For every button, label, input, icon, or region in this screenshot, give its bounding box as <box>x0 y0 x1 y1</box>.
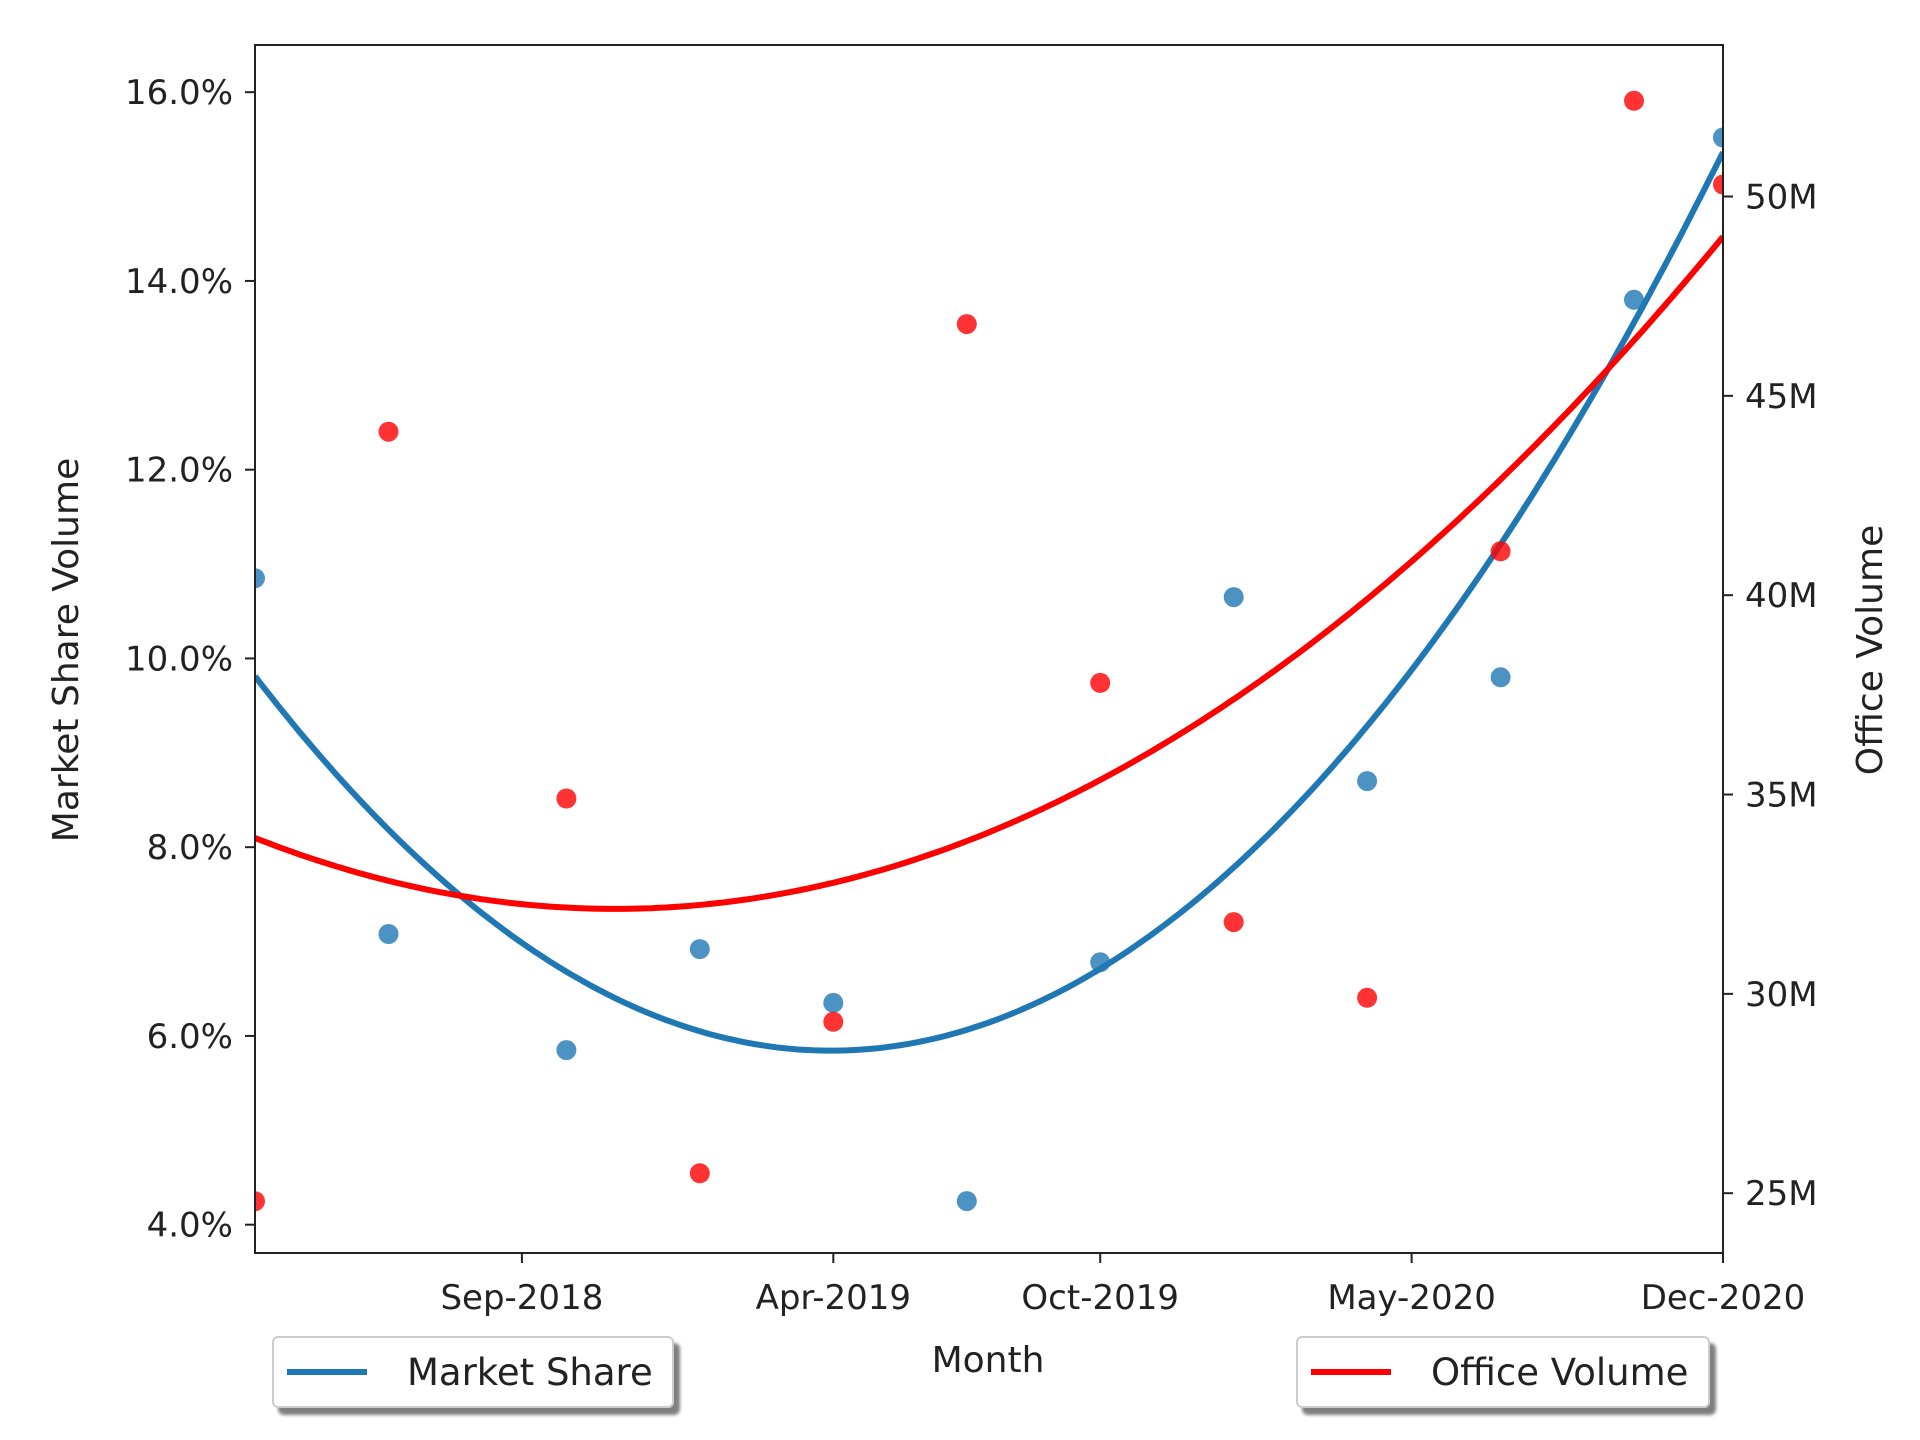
trend-line-market-share <box>255 150 1723 1054</box>
legend-office-volume: Office Volume <box>1296 1336 1710 1408</box>
data-point <box>823 1011 844 1032</box>
x-tick-label: Oct-2019 <box>1021 1278 1179 1318</box>
data-point <box>1624 90 1644 111</box>
y-left-tick-label: 4.0% <box>147 1206 233 1246</box>
data-point <box>378 421 399 442</box>
data-point <box>1090 952 1111 973</box>
x-tick-label: Dec-2020 <box>1641 1278 1806 1318</box>
data-point <box>556 1040 577 1061</box>
data-point <box>1624 289 1644 310</box>
y-right-tick-label: 25M <box>1745 1174 1818 1214</box>
data-point <box>378 924 399 944</box>
data-point <box>689 1163 710 1184</box>
data-point <box>1357 987 1378 1008</box>
data-point <box>956 1191 977 1212</box>
y-right-tick-label: 30M <box>1745 975 1818 1015</box>
y-right-axis-label: Office Volume <box>1850 525 1891 775</box>
series-office-volume <box>255 90 1723 1212</box>
y-left-tick-label: 16.0% <box>125 73 233 113</box>
data-point <box>1713 174 1723 195</box>
y-left-axis-label: Market Share Volume <box>46 458 87 842</box>
legend-box <box>1296 1336 1710 1408</box>
y-right-tick-label: 40M <box>1745 576 1818 616</box>
x-tick-label: Apr-2019 <box>756 1278 911 1318</box>
data-point <box>255 1191 265 1212</box>
data-point <box>1223 912 1244 933</box>
y-left-tick-label: 10.0% <box>125 639 233 679</box>
trend-line-office-volume <box>255 234 1723 912</box>
data-point <box>956 314 977 335</box>
legend-box <box>272 1336 674 1408</box>
legend-market-share: Market Share <box>272 1336 674 1408</box>
data-point <box>1223 587 1244 608</box>
series-market-share <box>255 127 1723 1212</box>
y-left-tick-label: 12.0% <box>125 451 233 491</box>
x-tick-label: May-2020 <box>1327 1278 1496 1318</box>
legend-label: Office Volume <box>1431 1351 1688 1394</box>
y-right-tick-label: 35M <box>1745 776 1818 816</box>
y-left-tick-label: 14.0% <box>125 262 233 302</box>
plot-frame <box>254 44 1724 1254</box>
y-left-tick-label: 8.0% <box>147 828 233 868</box>
data-point <box>556 788 577 809</box>
legends: Market Share Office Volume <box>272 1336 1710 1408</box>
data-point <box>1090 672 1111 693</box>
data-point <box>1490 541 1511 562</box>
data-point <box>823 992 844 1013</box>
axes: 4.0% 6.0% 8.0% 10.0% 12.0% 14.0% 16.0% 25M 30M 35… <box>46 44 1891 1381</box>
plot-area <box>255 90 1723 1212</box>
data-point <box>689 939 710 960</box>
data-point <box>1713 127 1723 148</box>
y-right-tick-label: 50M <box>1745 177 1818 217</box>
x-axis-label: Month <box>932 1340 1045 1381</box>
data-point <box>255 568 265 589</box>
data-point <box>1357 771 1378 792</box>
y-left-tick-label: 6.0% <box>147 1017 233 1057</box>
data-point <box>1490 667 1511 688</box>
x-tick-label: Sep-2018 <box>440 1278 603 1318</box>
legend-label: Market Share <box>407 1351 653 1394</box>
y-right-tick-label: 45M <box>1745 377 1818 417</box>
